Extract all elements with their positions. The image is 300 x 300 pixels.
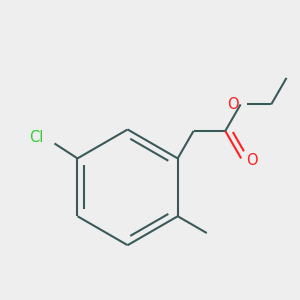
Text: O: O	[227, 97, 239, 112]
Text: O: O	[246, 153, 257, 168]
Text: Cl: Cl	[29, 130, 43, 146]
